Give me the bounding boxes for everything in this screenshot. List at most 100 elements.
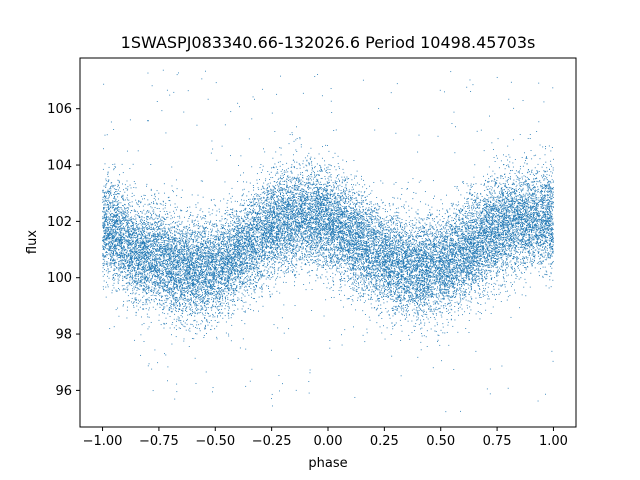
data-point: [496, 228, 498, 230]
data-point: [499, 249, 501, 251]
data-point: [349, 241, 351, 243]
data-point: [175, 247, 177, 249]
data-point: [439, 260, 441, 262]
data-point: [220, 257, 221, 259]
data-point: [205, 371, 207, 373]
data-point: [455, 269, 457, 271]
data-point: [141, 242, 142, 244]
data-point: [349, 265, 350, 267]
data-point: [541, 236, 542, 238]
data-point: [249, 247, 251, 249]
data-point: [445, 275, 447, 277]
data-point: [330, 211, 332, 213]
data-point: [533, 214, 535, 216]
data-point: [262, 252, 263, 254]
data-point: [117, 214, 119, 216]
data-point: [393, 260, 395, 262]
data-point: [435, 257, 437, 258]
data-point: [211, 257, 213, 259]
data-point: [311, 172, 313, 174]
data-point: [456, 276, 458, 278]
data-point: [530, 219, 532, 221]
data-point: [325, 276, 327, 278]
data-point: [532, 214, 534, 216]
data-point: [205, 290, 207, 292]
data-point: [300, 232, 302, 234]
data-point: [188, 279, 190, 281]
data-point: [310, 242, 312, 243]
data-point: [494, 277, 495, 279]
data-point: [170, 272, 171, 274]
data-point: [315, 253, 317, 254]
data-point: [402, 299, 403, 301]
data-point: [545, 235, 547, 237]
data-point: [451, 248, 453, 250]
data-point: [372, 252, 374, 253]
data-point: [439, 307, 441, 309]
data-point: [300, 213, 302, 215]
data-point: [325, 261, 327, 263]
data-point: [287, 200, 289, 202]
data-point: [163, 234, 165, 236]
data-point: [517, 228, 519, 230]
data-point: [458, 226, 460, 228]
data-point: [395, 297, 397, 299]
data-point: [368, 247, 370, 249]
data-point: [475, 199, 477, 201]
data-point: [480, 235, 481, 236]
data-point: [508, 211, 510, 213]
data-point: [524, 261, 526, 263]
data-point: [164, 289, 165, 290]
data-point: [193, 338, 195, 340]
data-point: [125, 221, 127, 223]
data-point: [347, 281, 348, 283]
data-point: [426, 231, 428, 233]
data-point: [138, 259, 140, 261]
data-point: [243, 249, 245, 251]
data-point: [518, 189, 519, 191]
data-point: [350, 288, 352, 290]
data-point: [183, 275, 185, 276]
data-point: [243, 193, 244, 195]
data-point: [401, 266, 403, 268]
data-point: [357, 297, 359, 299]
data-point: [269, 278, 271, 280]
data-point: [381, 250, 383, 252]
data-point: [185, 244, 187, 246]
data-point: [328, 232, 330, 234]
data-point: [403, 297, 405, 298]
data-point: [133, 268, 135, 269]
data-point: [355, 204, 357, 205]
data-point: [527, 211, 529, 213]
data-point: [150, 206, 152, 208]
data-point: [547, 242, 549, 244]
data-point: [331, 242, 333, 244]
data-point: [277, 228, 279, 230]
data-point: [349, 248, 351, 250]
data-point: [506, 240, 508, 242]
data-point: [434, 284, 436, 286]
data-point: [467, 262, 469, 264]
data-point: [107, 234, 109, 236]
data-point: [198, 228, 200, 230]
data-point: [159, 304, 161, 306]
data-point: [153, 218, 155, 220]
data-point: [251, 214, 252, 216]
data-point: [430, 243, 432, 245]
data-point: [326, 247, 328, 249]
data-point: [285, 270, 287, 271]
data-point: [467, 276, 469, 278]
data-point: [147, 288, 149, 290]
data-point: [510, 239, 512, 241]
data-point: [510, 187, 512, 189]
data-point: [452, 294, 454, 296]
data-point: [172, 236, 173, 238]
data-point: [247, 220, 249, 222]
data-point: [276, 215, 278, 217]
data-point: [116, 210, 118, 211]
data-point: [174, 313, 176, 315]
data-point: [142, 219, 144, 221]
data-point: [218, 321, 220, 323]
data-point: [353, 188, 355, 190]
data-point: [132, 261, 134, 263]
